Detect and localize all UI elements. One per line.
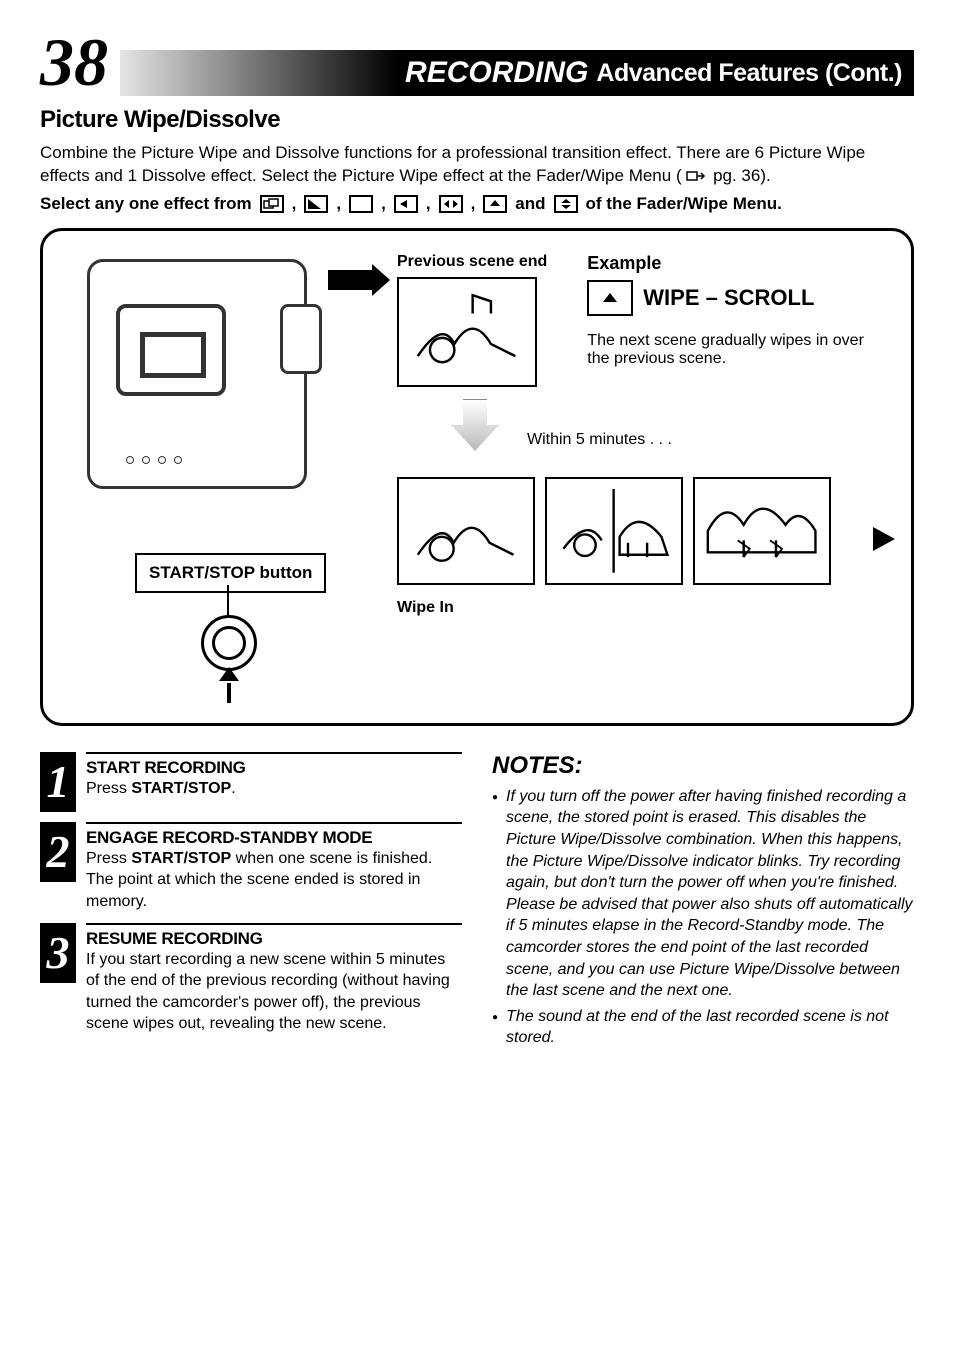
- step-title: START RECORDING: [86, 758, 462, 778]
- step-text: Press START/STOP when one scene is finis…: [86, 848, 462, 913]
- step-1: 1 START RECORDING Press START/STOP.: [40, 752, 462, 812]
- previous-scene-label: Previous scene end: [397, 253, 547, 271]
- step-text: If you start recording a new scene withi…: [86, 949, 462, 1035]
- diagram-box: START/STOP button Previous scene end Exa…: [40, 228, 914, 726]
- step-title: ENGAGE RECORD-STANDBY MODE: [86, 828, 462, 848]
- diagram-right: Previous scene end Example WIPE – SCROLL…: [397, 253, 887, 701]
- step-text: Press START/STOP.: [86, 778, 462, 800]
- step-number: 3: [40, 923, 76, 983]
- step-2: 2 ENGAGE RECORD-STANDBY MODE Press START…: [40, 822, 462, 913]
- page-number: 38: [40, 28, 108, 96]
- header-category: RECORDING: [405, 56, 588, 90]
- up-arrow-icon: [219, 673, 239, 703]
- step-3: 3 RESUME RECORDING If you start recordin…: [40, 923, 462, 1035]
- select-effect-line: Select any one effect from , , , , , and…: [40, 194, 914, 214]
- effect-icon-corner: [304, 195, 328, 213]
- header-bar: RECORDING Advanced Features (Cont.): [120, 50, 914, 96]
- select-suffix: of the Fader/Wipe Menu.: [586, 194, 782, 214]
- scroll-up-icon: [587, 280, 633, 316]
- wipe-description: The next scene gradually wipes in over t…: [587, 332, 887, 368]
- intro-ref: pg. 36).: [713, 166, 771, 185]
- step-number: 1: [40, 752, 76, 812]
- content-columns: 1 START RECORDING Press START/STOP. 2 EN…: [40, 752, 914, 1053]
- start-stop-button-icon: [201, 615, 257, 671]
- right-arrow-icon: [328, 270, 374, 290]
- wipe-sequence: [397, 477, 831, 585]
- camcorder-illustration: [87, 259, 307, 489]
- notes-list: If you turn off the power after having f…: [492, 786, 914, 1049]
- header-subtitle: Advanced Features (Cont.): [596, 59, 902, 88]
- notes-title: NOTES:: [492, 752, 914, 780]
- thumb-wipe-1: [397, 477, 535, 585]
- notes-column: NOTES: If you turn off the power after h…: [492, 752, 914, 1053]
- callout-line: [227, 585, 229, 615]
- effect-icon-vert: [554, 195, 578, 213]
- thumb-previous-scene: [397, 277, 537, 387]
- down-arrow-icon: [451, 399, 499, 451]
- select-prefix: Select any one effect from: [40, 194, 252, 214]
- right-triangle-icon: [873, 527, 895, 551]
- select-mid: and: [515, 194, 545, 214]
- wipe-in-label: Wipe In: [397, 599, 454, 617]
- step-title: RESUME RECORDING: [86, 929, 462, 949]
- effect-icon-up: [483, 195, 507, 213]
- note-item: If you turn off the power after having f…: [492, 786, 914, 1002]
- page-ref-icon: [686, 169, 706, 183]
- intro-text: Combine the Picture Wipe and Dissolve fu…: [40, 142, 914, 188]
- thumb-wipe-3: [693, 477, 831, 585]
- step-number: 2: [40, 822, 76, 882]
- thumb-wipe-2: [545, 477, 683, 585]
- effect-icon-overlap: [260, 195, 284, 213]
- effect-icon-blank: [349, 195, 373, 213]
- note-item: The sound at the end of the last recorde…: [492, 1006, 914, 1049]
- page-header: 38 RECORDING Advanced Features (Cont.): [40, 28, 914, 96]
- effect-icon-left: [394, 195, 418, 213]
- example-label: Example: [587, 253, 887, 274]
- steps-column: 1 START RECORDING Press START/STOP. 2 EN…: [40, 752, 462, 1053]
- effect-icon-horiz: [439, 195, 463, 213]
- section-title: Picture Wipe/Dissolve: [40, 106, 914, 134]
- start-stop-callout: START/STOP button: [135, 553, 326, 593]
- wipe-title: WIPE – SCROLL: [643, 285, 814, 311]
- within-label: Within 5 minutes . . .: [527, 431, 672, 449]
- diagram-left: START/STOP button: [67, 253, 377, 701]
